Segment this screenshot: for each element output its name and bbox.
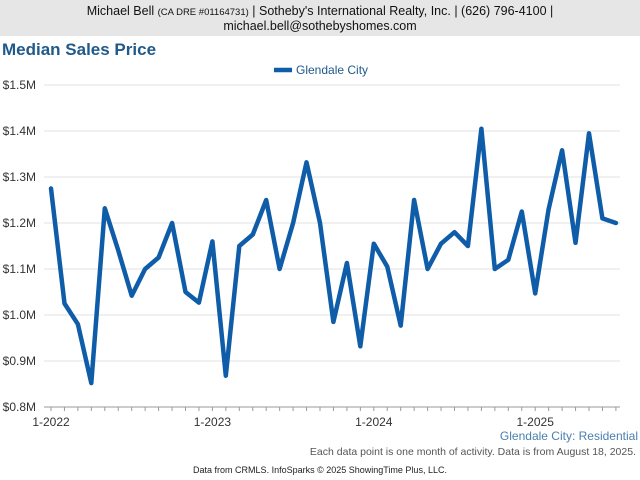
series-line (48, 126, 619, 386)
agent-dre: (CA DRE #01164731) (157, 7, 249, 18)
y-tick-label: $1.3M (3, 170, 36, 184)
y-tick-label: $1.5M (3, 78, 36, 92)
y-tick-label: $0.8M (3, 400, 36, 414)
x-tick-label: 1-2023 (194, 415, 232, 429)
chart-title: Median Sales Price (2, 40, 157, 59)
x-tick-label: 1-2025 (517, 415, 555, 429)
legend-label: Glendale City (296, 63, 368, 77)
footnote: Each data point is one month of activity… (309, 446, 636, 458)
y-tick-label: $1.4M (3, 124, 36, 138)
data-source: Data from CRMLS. InfoSparks © 2025 Showi… (193, 465, 447, 475)
agent-info-line: Michael Bell (CA DRE #01164731) | Sotheb… (0, 4, 640, 20)
agent-email[interactable]: michael.bell@sothebyshomes.com (223, 19, 417, 33)
agent-details: | Sotheby's International Realty, Inc. |… (252, 4, 554, 18)
agent-name: Michael Bell (86, 4, 155, 18)
agent-header: Michael Bell (CA DRE #01164731) | Sotheb… (0, 0, 640, 36)
x-tick-label: 1-2024 (355, 415, 393, 429)
series-caption: Glendale City: Residential (499, 429, 638, 443)
y-tick-label: $1.0M (3, 308, 36, 322)
y-tick-label: $0.9M (3, 354, 36, 368)
x-tick-label: 1-2022 (32, 415, 70, 429)
y-tick-label: $1.2M (3, 216, 36, 230)
y-tick-label: $1.1M (3, 262, 36, 276)
